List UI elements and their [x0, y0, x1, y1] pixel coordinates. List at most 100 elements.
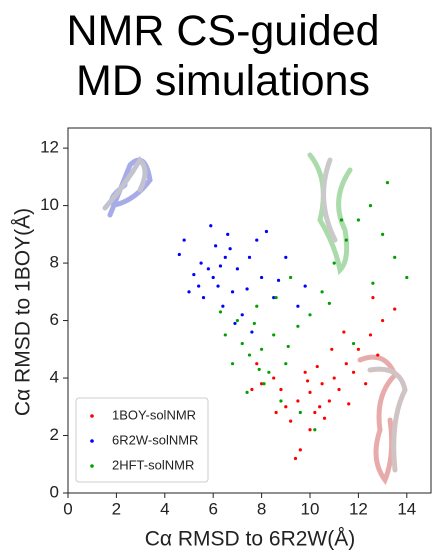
- point: [320, 290, 324, 294]
- point: [286, 344, 290, 349]
- point: [240, 313, 244, 317]
- point: [187, 290, 191, 294]
- point: [303, 370, 307, 374]
- point: [332, 261, 336, 265]
- point: [218, 310, 223, 314]
- point: [296, 304, 300, 308]
- plot-frame: [67, 127, 432, 494]
- point: [214, 244, 218, 248]
- point: [296, 399, 300, 403]
- point: [250, 387, 254, 392]
- point: [274, 295, 278, 300]
- x-axis-label: Cα RMSD to 6R2W(Å): [145, 528, 356, 551]
- point: [313, 410, 317, 415]
- point: [327, 301, 331, 305]
- point: [356, 347, 360, 351]
- point: [293, 456, 298, 461]
- point: [211, 275, 215, 280]
- point: [322, 416, 327, 420]
- point: [230, 290, 235, 294]
- structure-sketches: [102, 152, 408, 486]
- point: [284, 405, 288, 409]
- point: [296, 324, 300, 328]
- point: [182, 238, 186, 242]
- point: [228, 247, 232, 251]
- point: [216, 284, 220, 288]
- x-tick-label: 14: [397, 499, 416, 518]
- y-tick-label: 0: [50, 482, 59, 501]
- point: [284, 362, 288, 366]
- point: [255, 238, 259, 242]
- point: [368, 203, 373, 208]
- point: [339, 218, 344, 222]
- point: [230, 362, 235, 366]
- y-tick-label: 6: [50, 310, 59, 329]
- point: [201, 295, 206, 300]
- point: [330, 347, 334, 351]
- point: [318, 405, 322, 409]
- point: [177, 252, 181, 257]
- point: [245, 287, 249, 291]
- x-tick-label: 10: [301, 499, 320, 518]
- legend-marker: [90, 464, 94, 468]
- legend-label: 1BOY-solNMR: [112, 407, 196, 422]
- point: [262, 382, 266, 386]
- point: [279, 399, 283, 403]
- point: [337, 387, 341, 392]
- y-tick-label: 8: [50, 253, 59, 272]
- point: [192, 272, 196, 277]
- point: [393, 307, 397, 311]
- point: [315, 364, 319, 369]
- point: [240, 341, 244, 346]
- point: [255, 362, 259, 366]
- legend-marker: [90, 439, 94, 443]
- point: [308, 428, 312, 432]
- point: [308, 313, 312, 317]
- point: [371, 281, 375, 285]
- x-tick-label: 12: [349, 499, 368, 518]
- point: [381, 318, 385, 323]
- point: [356, 218, 360, 222]
- point: [289, 275, 293, 280]
- point: [298, 410, 302, 415]
- point: [260, 275, 264, 280]
- point: [245, 390, 249, 395]
- y-axis-label: Cα RMSD to 1BOY(Å): [12, 208, 35, 416]
- point: [284, 255, 288, 259]
- point: [289, 419, 293, 423]
- point: [327, 399, 331, 403]
- x-tick-label: 2: [112, 499, 121, 518]
- point: [332, 376, 336, 380]
- point: [344, 362, 348, 366]
- y-tick-label: 12: [40, 138, 59, 157]
- legend-box: [75, 397, 209, 483]
- point: [247, 255, 252, 259]
- y-tick-label: 4: [50, 368, 59, 387]
- point: [279, 387, 283, 392]
- legend-label: 6R2W-solNMR: [112, 432, 198, 447]
- point: [260, 347, 264, 351]
- x-tick-label: 4: [160, 499, 169, 518]
- point: [223, 333, 227, 337]
- x-tick-label: 0: [63, 499, 72, 518]
- point: [376, 353, 380, 357]
- point: [252, 321, 256, 326]
- point: [235, 318, 239, 323]
- point: [347, 402, 351, 406]
- point: [298, 448, 302, 452]
- point: [223, 255, 227, 259]
- point: [274, 410, 278, 415]
- point: [405, 275, 409, 280]
- point: [209, 224, 213, 228]
- y-tick-label: 10: [40, 195, 59, 214]
- point: [313, 428, 317, 432]
- point: [344, 238, 348, 242]
- point: [308, 390, 312, 395]
- point: [197, 284, 201, 288]
- point: [250, 330, 254, 334]
- point: [226, 232, 230, 236]
- point: [276, 278, 281, 282]
- x-tick-label: 6: [208, 499, 217, 518]
